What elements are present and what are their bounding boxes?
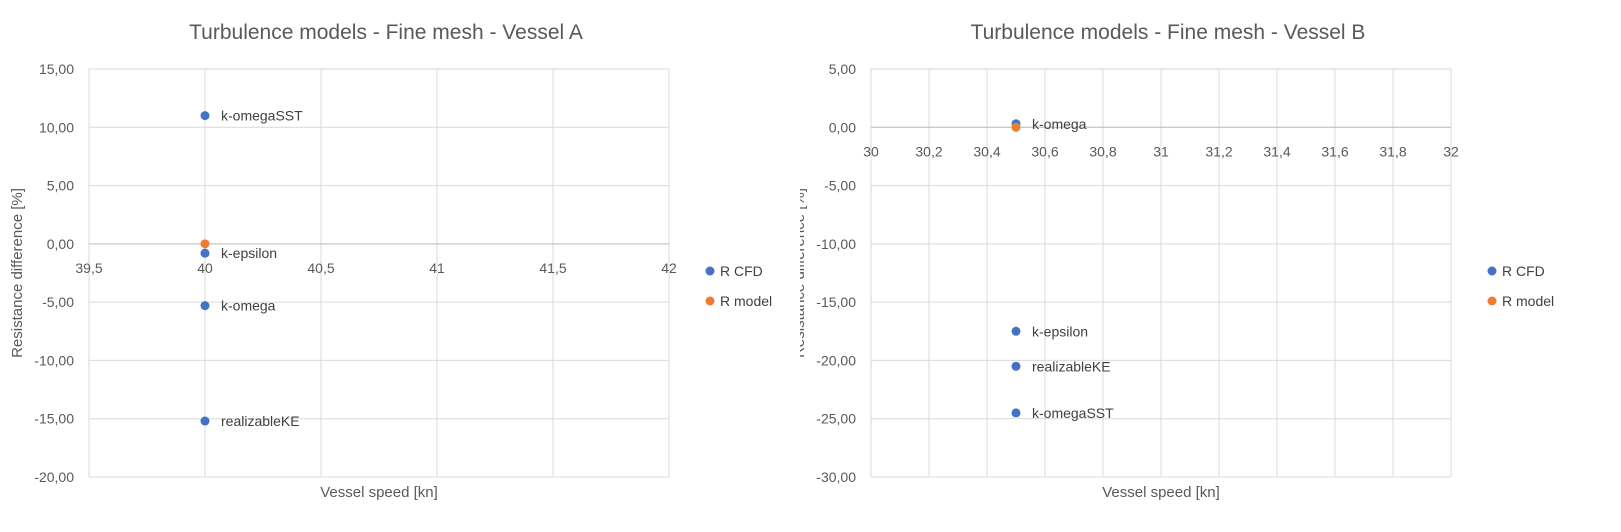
chart2-x-tick-label-3: 30,6 xyxy=(1031,143,1058,159)
chart1-y-tick-label-7: -20,00 xyxy=(34,469,74,485)
chart2-y-tick-label-3: -10,00 xyxy=(816,236,856,252)
chart2-x-tick-label-10: 32 xyxy=(1443,143,1459,159)
chart2-x-tick-label-4: 30,8 xyxy=(1089,143,1116,159)
chart1-r-cfd-point-3 xyxy=(200,416,210,426)
chart2-x-tick-label-0: 30 xyxy=(863,143,879,159)
chart2-y-tick-label-2: -5,00 xyxy=(824,178,856,194)
chart1-r-cfd-point-label-0: k-omegaSST xyxy=(221,108,303,124)
chart2-y-tick-label-7: -30,00 xyxy=(816,469,856,485)
chart1-x-tick-label-0: 39,5 xyxy=(75,260,102,276)
chart2-x-axis-label: Vessel speed [kn] xyxy=(1102,484,1220,501)
chart2-x-tick-label-8: 31,6 xyxy=(1321,143,1348,159)
chart1-x-tick-label-1: 40 xyxy=(197,260,213,276)
chart2-x-tick-label-1: 30,2 xyxy=(915,143,942,159)
chart1-legend-marker-r-model xyxy=(705,296,715,306)
chart2-x-tick-label-6: 31,2 xyxy=(1205,143,1232,159)
chart1-r-cfd-point-0 xyxy=(200,111,210,121)
chart-vessel-a-svg: Turbulence models - Fine mesh - Vessel A… xyxy=(9,21,772,501)
chart2-r-cfd-point-label-2: realizableKE xyxy=(1032,358,1111,374)
chart2-x-tick-label-5: 31 xyxy=(1153,143,1169,159)
chart2-r-cfd-point-label-0: k-omega xyxy=(1032,116,1087,132)
chart1-y-tick-label-0: 15,00 xyxy=(39,61,74,77)
chart2-y-tick-label-1: 0,00 xyxy=(829,119,856,135)
chart2-y-axis-label: Resistance difference [%] xyxy=(800,188,808,358)
chart-vessel-b: Turbulence models - Fine mesh - Vessel B… xyxy=(800,0,1621,532)
chart2-r-cfd-point-label-3: k-omegaSST xyxy=(1032,405,1114,421)
chart1-r-cfd-point-label-3: realizableKE xyxy=(221,413,300,429)
chart2-r-cfd-point-label-1: k-epsilon xyxy=(1032,323,1088,339)
chart2-legend-marker-r-model xyxy=(1487,296,1497,306)
chart1-y-axis-label: Resistance difference [%] xyxy=(9,188,26,358)
chart1-r-cfd-point-1 xyxy=(200,248,210,258)
chart1-y-tick-label-2: 5,00 xyxy=(47,178,74,194)
chart2-title: Turbulence models - Fine mesh - Vessel B xyxy=(971,21,1366,44)
chart1-x-axis-label: Vessel speed [kn] xyxy=(320,484,438,501)
chart1-x-tick-label-2: 40,5 xyxy=(307,260,334,276)
chart1-x-tick-label-3: 41 xyxy=(429,260,445,276)
chart2-r-cfd-point-2 xyxy=(1011,361,1021,371)
chart1-legend-label-r-cfd: R CFD xyxy=(720,263,763,279)
chart2-legend-marker-r-cfd xyxy=(1487,266,1497,276)
chart2-y-tick-label-4: -15,00 xyxy=(816,294,856,310)
chart2-legend-label-r-model: R model xyxy=(1502,293,1554,309)
chart2-x-tick-label-2: 30,4 xyxy=(973,143,1000,159)
chart1-y-tick-label-6: -15,00 xyxy=(34,411,74,427)
chart1-title: Turbulence models - Fine mesh - Vessel A xyxy=(189,21,583,44)
chart1-r-cfd-point-label-2: k-omega xyxy=(221,298,276,314)
chart1-x-tick-label-4: 41,5 xyxy=(539,260,566,276)
chart2-x-tick-label-9: 31,8 xyxy=(1379,143,1406,159)
chart-vessel-a: Turbulence models - Fine mesh - Vessel A… xyxy=(0,0,800,532)
chart2-r-cfd-point-3 xyxy=(1011,408,1021,418)
chart1-legend-label-r-model: R model xyxy=(720,293,772,309)
chart1-y-tick-label-1: 10,00 xyxy=(39,119,74,135)
chart2-x-tick-label-7: 31,4 xyxy=(1263,143,1290,159)
chart1-y-tick-label-5: -10,00 xyxy=(34,352,74,368)
chart2-r-model-point-0 xyxy=(1011,122,1021,132)
chart2-y-tick-label-5: -20,00 xyxy=(816,352,856,368)
chart2-y-tick-label-6: -25,00 xyxy=(816,411,856,427)
chart1-r-model-point-0 xyxy=(200,239,210,249)
chart-vessel-b-svg: Turbulence models - Fine mesh - Vessel B… xyxy=(800,21,1554,501)
chart1-x-tick-label-5: 42 xyxy=(661,260,677,276)
chart1-r-cfd-point-label-1: k-epsilon xyxy=(221,245,277,261)
chart2-legend-label-r-cfd: R CFD xyxy=(1502,263,1545,279)
chart1-y-tick-label-3: 0,00 xyxy=(47,236,74,252)
chart2-y-tick-label-0: 5,00 xyxy=(829,61,856,77)
chart1-legend-marker-r-cfd xyxy=(705,266,715,276)
chart2-r-cfd-point-1 xyxy=(1011,326,1021,336)
chart1-r-cfd-point-2 xyxy=(200,301,210,311)
chart1-y-tick-label-4: -5,00 xyxy=(42,294,74,310)
